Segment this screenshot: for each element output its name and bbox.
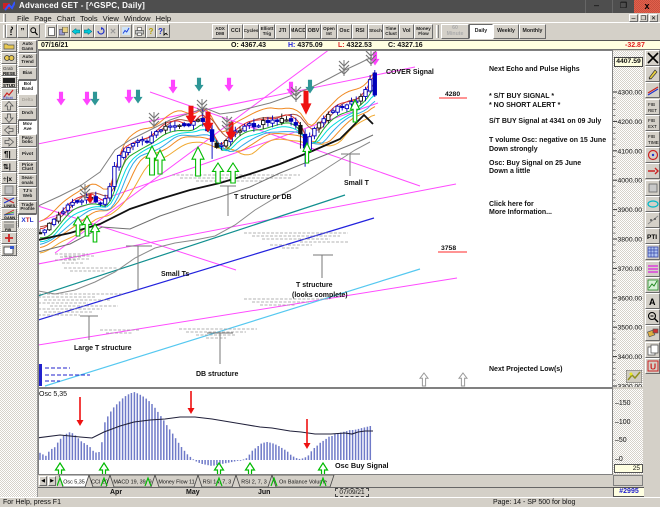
svg-text:Elliott: Elliott xyxy=(3,95,14,99)
svg-text:U: U xyxy=(650,361,656,371)
svg-text:EXT: EXT xyxy=(648,124,657,129)
svg-text:Osc 5,35: Osc 5,35 xyxy=(39,391,67,398)
svg-text:3600.00: 3600.00 xyxy=(618,295,643,302)
svg-text:3800.00: 3800.00 xyxy=(618,237,643,244)
svg-text:GANN: GANN xyxy=(4,216,15,219)
svg-text:?: ? xyxy=(158,27,163,36)
svg-text:¶|: ¶| xyxy=(4,150,11,159)
svg-text:PTI: PTI xyxy=(647,234,657,241)
svg-text:Grab: Grab xyxy=(3,66,14,71)
svg-text:4200.00: 4200.00 xyxy=(618,119,643,126)
svg-text:Down a little: Down a little xyxy=(489,168,530,175)
svg-text:Osc Buy Signal: Osc Buy Signal xyxy=(335,461,389,470)
svg-text:A: A xyxy=(649,297,656,307)
svg-text:On Balance Volume: On Balance Volume xyxy=(279,480,327,486)
svg-text:4000.00: 4000.00 xyxy=(618,178,643,185)
svg-text:FIB: FIB xyxy=(5,228,11,231)
svg-text:4100.00: 4100.00 xyxy=(618,148,643,155)
svg-text:LINES: LINES xyxy=(4,204,15,207)
svg-text:3500.00: 3500.00 xyxy=(618,325,643,332)
svg-text:Down strongly: Down strongly xyxy=(489,146,538,153)
svg-text:Osc 5,35: Osc 5,35 xyxy=(63,480,85,486)
svg-text:CCI 20: CCI 20 xyxy=(91,480,108,486)
svg-text:T structure or DB: T structure or DB xyxy=(234,194,292,201)
svg-text:* NO SHORT ALERT *: * NO SHORT ALERT * xyxy=(489,102,561,109)
svg-text:3400.00: 3400.00 xyxy=(618,354,643,361)
svg-text:Next Projected Low(s): Next Projected Low(s) xyxy=(489,366,563,373)
svg-text:MACD 19, 39, 9: MACD 19, 39, 9 xyxy=(113,480,151,486)
svg-text:Small Ts: Small Ts xyxy=(161,271,189,278)
svg-text:Money Flow 11: Money Flow 11 xyxy=(158,480,194,486)
svg-text:(looks complete): (looks complete) xyxy=(292,292,348,299)
svg-text:RESET: RESET xyxy=(3,71,15,75)
svg-text:3700.00: 3700.00 xyxy=(618,266,643,273)
svg-text:3758: 3758 xyxy=(441,245,456,252)
svg-text:STUDY: STUDY xyxy=(3,83,15,87)
svg-text:Large T structure: Large T structure xyxy=(74,345,132,352)
svg-text:3300.00: 3300.00 xyxy=(618,384,643,388)
svg-text:FIB: FIB xyxy=(648,134,655,139)
svg-text:More Information...: More Information... xyxy=(489,209,552,216)
svg-text:3900.00: 3900.00 xyxy=(618,207,643,214)
svg-text:RET: RET xyxy=(648,108,657,113)
svg-text:T structure: T structure xyxy=(296,282,333,289)
svg-text:Click here for: Click here for xyxy=(489,201,534,208)
svg-text:4300.00: 4300.00 xyxy=(618,90,643,97)
svg-text:Osc: Buy Signal on 25 June: Osc: Buy Signal on 25 June xyxy=(489,160,581,167)
svg-text:COVER Signal: COVER Signal xyxy=(386,69,434,76)
svg-text:DB structure: DB structure xyxy=(196,371,239,378)
svg-text:RSI 2, 7, 3: RSI 2, 7, 3 xyxy=(241,480,266,486)
svg-text:T volume Osc: negative on 15 J: T volume Osc: negative on 15 June xyxy=(489,137,606,144)
svg-text:÷|x: ÷|x xyxy=(3,176,12,183)
svg-text:FIB: FIB xyxy=(648,118,655,123)
svg-text:* S/T BUY SIGNAL *: * S/T BUY SIGNAL * xyxy=(489,93,554,100)
svg-text:Next Echo and Pulse Highs: Next Echo and Pulse Highs xyxy=(489,66,580,73)
svg-text:S/T BUY Signal at 4341 on 09 J: S/T BUY Signal at 4341 on 09 July xyxy=(489,118,601,125)
svg-text:⇅|: ⇅| xyxy=(3,163,11,171)
svg-text:Small T: Small T xyxy=(344,180,370,187)
svg-text:TIME: TIME xyxy=(648,140,659,145)
svg-text:FIB: FIB xyxy=(648,102,655,107)
svg-text:4280: 4280 xyxy=(445,91,460,98)
